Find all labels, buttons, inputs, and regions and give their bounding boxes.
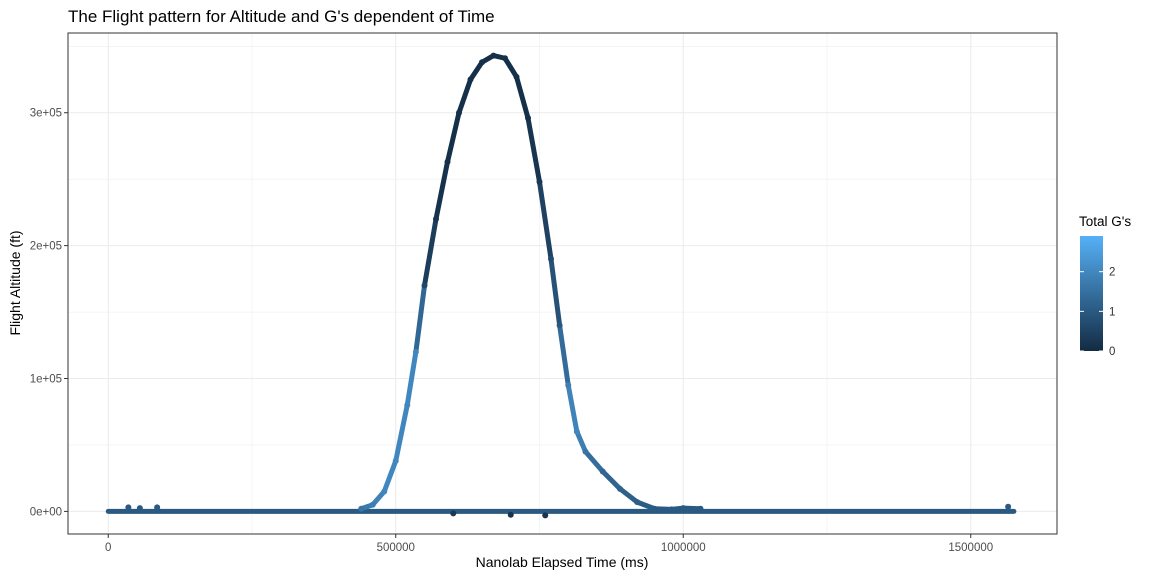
curve-segment bbox=[557, 322, 571, 388]
data-points bbox=[105, 52, 1017, 519]
data-point bbox=[456, 109, 462, 116]
x-tick-label: 500000 bbox=[377, 542, 415, 554]
grid-lines bbox=[68, 33, 1057, 534]
data-point bbox=[433, 216, 439, 223]
data-point bbox=[404, 402, 411, 409]
data-point bbox=[450, 510, 457, 517]
data-point bbox=[680, 505, 687, 512]
data-point bbox=[556, 322, 563, 329]
data-point bbox=[467, 76, 474, 83]
data-point bbox=[697, 505, 704, 512]
y-tick-label: 0e+00 bbox=[30, 506, 62, 518]
y-tick-label: 2e+05 bbox=[30, 241, 62, 253]
data-point bbox=[490, 52, 497, 59]
curve-segment bbox=[413, 282, 427, 355]
data-point bbox=[573, 428, 580, 435]
curve-segment bbox=[422, 216, 439, 288]
data-point bbox=[381, 488, 388, 495]
x-tick-label: 0 bbox=[105, 542, 111, 554]
x-axis: 0 500000 1000000 1500000 bbox=[105, 534, 993, 554]
data-point bbox=[582, 448, 589, 455]
curve-segment bbox=[502, 55, 519, 80]
x-tick-label: 1000000 bbox=[661, 542, 706, 554]
data-point bbox=[634, 499, 641, 506]
data-point bbox=[542, 512, 549, 519]
curve-segment bbox=[617, 486, 640, 505]
legend-tick-label: 1 bbox=[1109, 306, 1115, 318]
data-point bbox=[358, 505, 365, 512]
data-point bbox=[513, 73, 520, 80]
data-point bbox=[125, 504, 132, 511]
curve-segment bbox=[433, 159, 450, 222]
data-point bbox=[136, 505, 143, 512]
curve-segment bbox=[583, 449, 606, 475]
curve-segment bbox=[456, 77, 473, 116]
data-point bbox=[525, 115, 531, 122]
curve-segment bbox=[634, 499, 657, 512]
curve-segment bbox=[548, 256, 563, 328]
data-point bbox=[444, 158, 451, 165]
chart-title: The Flight pattern for Altitude and G's … bbox=[68, 7, 495, 26]
data-point bbox=[421, 282, 428, 289]
data-point bbox=[536, 178, 543, 185]
curve-segment bbox=[393, 402, 410, 464]
data-point bbox=[617, 485, 623, 492]
x-axis-title: Nanolab Elapsed Time (ms) bbox=[476, 554, 649, 570]
data-point bbox=[668, 506, 675, 513]
y-tick-label: 3e+05 bbox=[30, 108, 62, 120]
data-point bbox=[548, 255, 554, 262]
legend-colorbar bbox=[1080, 236, 1103, 351]
curve-segment bbox=[404, 349, 419, 408]
y-tick-label: 1e+05 bbox=[30, 374, 62, 386]
data-point bbox=[651, 505, 658, 512]
data-point bbox=[369, 501, 376, 508]
data-point bbox=[565, 382, 572, 389]
curve-segment bbox=[574, 429, 588, 455]
curve-segment bbox=[445, 110, 462, 165]
curve-segment bbox=[381, 458, 399, 494]
curve-segment bbox=[468, 59, 485, 83]
data-point bbox=[507, 511, 514, 518]
data-point bbox=[412, 348, 419, 355]
curve-segment bbox=[537, 179, 554, 262]
legend-title: Total G's bbox=[1079, 214, 1131, 229]
panel-background bbox=[68, 33, 1057, 534]
y-axis-title: Flight Altitude (ft) bbox=[7, 230, 23, 335]
data-point bbox=[599, 468, 606, 475]
data-point bbox=[479, 59, 485, 66]
legend-ticks: 0 1 2 bbox=[1080, 267, 1115, 358]
data-point bbox=[154, 504, 161, 511]
data-point bbox=[392, 457, 399, 464]
curve-segment bbox=[525, 115, 542, 185]
data-point bbox=[1005, 503, 1012, 510]
panel-border bbox=[67, 32, 1058, 535]
legend-tick-label: 2 bbox=[1109, 267, 1115, 279]
x-tick-label: 1500000 bbox=[948, 542, 993, 554]
data-point bbox=[502, 55, 508, 62]
legend-tick-label: 0 bbox=[1109, 346, 1115, 358]
color-legend: Total G's 0 1 2 bbox=[1079, 214, 1131, 358]
curve-segment bbox=[600, 469, 623, 492]
y-axis: 0e+00 1e+05 2e+05 3e+05 bbox=[30, 108, 68, 518]
curve-segment bbox=[514, 74, 531, 121]
curve-segment bbox=[565, 382, 580, 435]
